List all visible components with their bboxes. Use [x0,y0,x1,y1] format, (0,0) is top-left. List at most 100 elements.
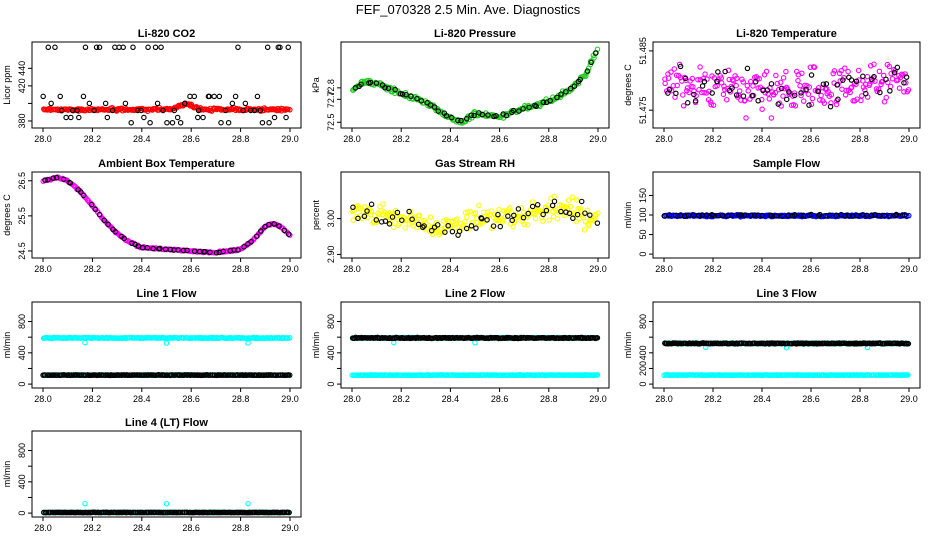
data-point [798,212,804,218]
data-point [287,335,293,341]
data-point [533,103,539,110]
data-point [780,93,786,99]
data-point [729,85,735,91]
data-point [842,65,848,71]
data-point [222,107,229,114]
y-axis-label: percent [311,199,321,230]
y-tick-label: 800 [17,314,27,329]
data-point [709,90,715,96]
y-axis-label: Licor ppm [2,65,12,105]
y-tick-label: 400 [326,345,336,360]
data-point [53,174,60,181]
data-point [418,98,425,104]
data-point [715,69,721,75]
plot-title: Li-820 CO2 [138,28,195,40]
data-point [556,202,563,208]
data-point [665,75,672,81]
data-point [445,222,451,229]
data-point [81,372,87,378]
data-point [708,102,714,108]
panel-line4: Line 4 (LT) Flow ml/min 28.0 28.2 28.4 28.6 28… [2,417,302,533]
data-point [93,44,100,51]
x-tick-label: 28.6 [182,264,200,274]
data-point [871,73,877,80]
data-point [130,44,136,51]
data-point [668,69,674,75]
data-point [408,208,414,215]
data-point [777,79,784,86]
data-point [779,213,785,219]
data-point [571,83,578,89]
data-point [855,67,862,74]
data-point [454,117,461,124]
data-point [266,119,272,126]
data-point [511,212,517,219]
data-point [567,203,574,210]
data-point [775,86,782,93]
data-point [738,212,744,218]
x-tick-label: 28.2 [392,134,410,144]
data-point [806,102,812,108]
y-tick-label: 380 [17,113,27,128]
data-point [275,44,282,51]
y-tick-label: 400 [17,474,27,489]
y-tick-label: 72.7 [326,91,336,109]
data-point [448,114,455,121]
data-point [74,107,80,114]
plot-title: Line 4 (LT) Flow [125,417,208,429]
data-point [902,211,908,218]
data-point [830,70,836,77]
data-point [881,212,887,219]
data-point [680,103,687,109]
data-point [833,212,840,218]
y-tick-label: 2.90 [326,246,336,264]
data-point [573,218,580,225]
data-point [551,198,558,205]
x-tick-label: 28.8 [540,394,558,404]
data-point [583,73,589,79]
x-tick-label: 28.4 [442,134,460,144]
data-point [491,211,498,218]
data-point [730,78,737,84]
data-point [689,75,696,82]
data-point [749,92,756,99]
y-axis-label: ml/min [623,202,633,229]
data-point [389,214,396,220]
data-point [778,85,785,92]
data-point [52,44,58,51]
data-point [899,71,905,77]
data-point [575,205,582,212]
data-point [558,208,564,215]
data-point [823,81,830,87]
data-point [791,92,798,99]
data-point [356,204,362,211]
data-point [287,232,293,238]
data-point [811,64,818,71]
data-point [831,68,838,74]
data-point [254,93,261,100]
data-point [42,177,48,183]
data-point [88,201,95,208]
data-point [158,44,164,51]
data-point [472,210,479,216]
data-point [96,44,103,51]
data-point [759,106,765,112]
y-axis-label: ml/min [623,332,633,359]
panel-rh: Gas Stream RH percent 28.0 28.2 28.4 28.6 28.8… [311,158,610,274]
data-point [521,221,528,228]
data-point [520,106,526,112]
data-point [871,61,877,67]
data-point [695,76,701,83]
data-point [67,180,74,186]
data-point [751,212,758,218]
panel-line2: Line 2 Flow ml/min 28.0 28.2 28.4 28.6 28.8 29.… [311,288,610,404]
data-point [818,92,824,99]
data-point [532,102,538,109]
panel-line3: Line 3 Flow ml/min 28.0 28.2 28.4 28.6 28.8 29.… [623,288,921,404]
data-point [723,96,730,103]
outlier-point [82,500,88,507]
data-point [736,212,742,218]
y-tick-label: 800 [17,443,27,458]
data-point [473,225,479,231]
data-point [187,93,193,100]
